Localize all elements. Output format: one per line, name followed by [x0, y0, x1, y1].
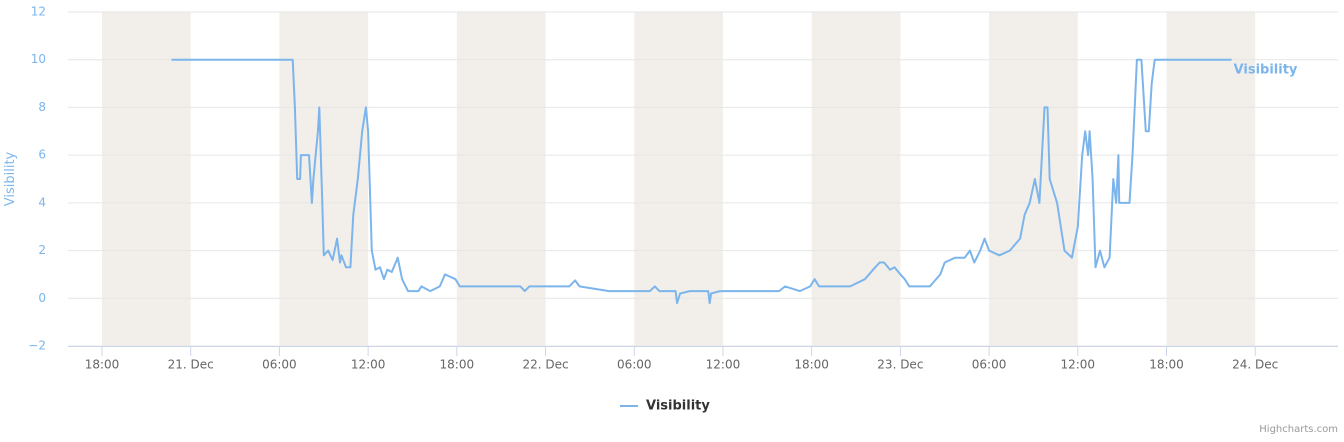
x-tick-label: 24. Dec [1232, 358, 1278, 372]
y-tick-label: −2 [28, 339, 46, 353]
x-tick-label: 12:00 [1060, 358, 1095, 372]
x-tick-label: 06:00 [972, 358, 1007, 372]
credits[interactable]: Highcharts.com [1259, 424, 1338, 435]
night-band [456, 12, 546, 346]
x-tick-label: 12:00 [351, 358, 386, 372]
y-axis-title: Visibility [3, 151, 18, 206]
series-end-label: Visibility [1234, 63, 1298, 78]
y-tick-label: 8 [38, 100, 46, 114]
plot-bands [102, 12, 1256, 346]
legend-label[interactable]: Visibility [646, 399, 710, 414]
x-tick-label: 22. Dec [522, 358, 568, 372]
x-tick-label: 18:00 [794, 358, 829, 372]
x-tick-label: 18:00 [1149, 358, 1184, 372]
night-band [811, 12, 901, 346]
x-tick-label: 21. Dec [168, 358, 214, 372]
y-tick-label: 12 [31, 5, 46, 19]
series-line [171, 58, 1232, 305]
legend[interactable]: Visibility [620, 399, 710, 414]
night-band [102, 12, 191, 346]
x-tick-label: 06:00 [262, 358, 297, 372]
x-tick-label: 06:00 [617, 358, 652, 372]
night-band [1166, 12, 1256, 346]
x-tick-label: 18:00 [440, 358, 475, 372]
y-tick-label: 0 [38, 291, 46, 305]
x-tick-label: 23. Dec [877, 358, 923, 372]
y-tick-label: 10 [31, 52, 46, 66]
y-tick-label: 4 [38, 195, 46, 209]
night-band [989, 12, 1078, 346]
y-tick-label: 6 [38, 148, 46, 162]
y-tick-label: 2 [38, 243, 46, 257]
x-tick-label: 18:00 [85, 358, 120, 372]
night-band [279, 12, 369, 346]
x-tick-label: 12:00 [706, 358, 741, 372]
